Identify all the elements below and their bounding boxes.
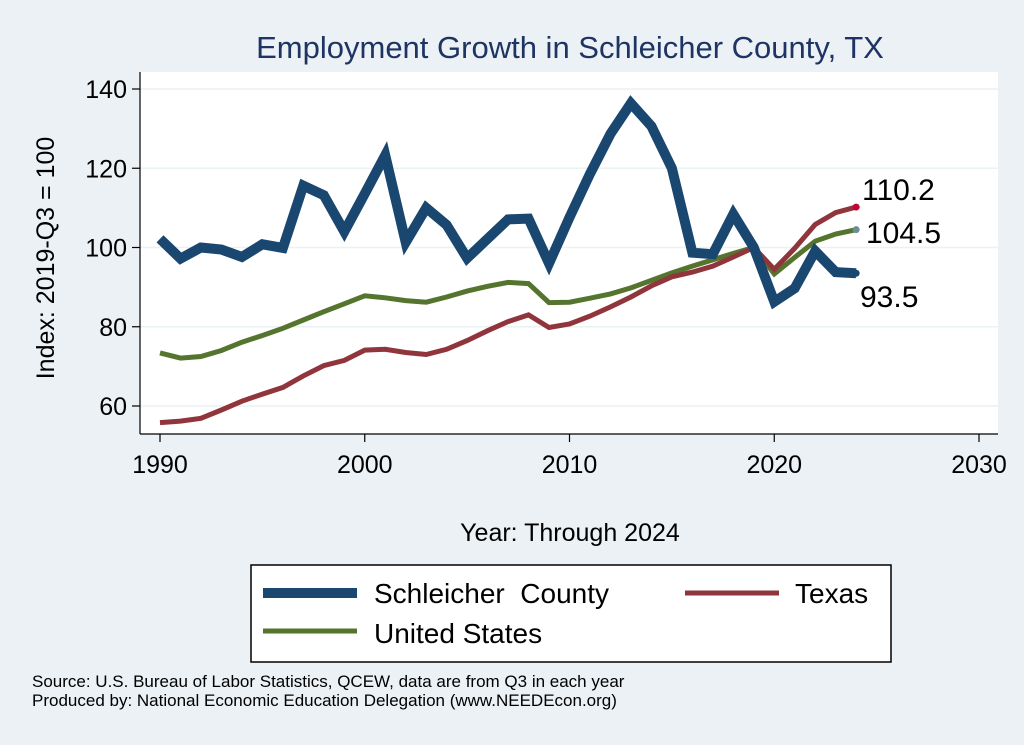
legend: Schleicher County Texas United States [250,564,892,663]
y-axis: 60 80 100 120 140 [85,72,141,434]
x-tick-label: 2000 [337,451,393,479]
x-tick-label: 2020 [746,451,802,479]
y-tick-label: 120 [85,155,127,183]
employment-growth-chart: Employment Growth in Schleicher County, … [32,30,1007,663]
series-line-schleicher-county [156,95,857,310]
x-tick-label: 2010 [542,451,598,479]
legend-label-united-states: United States [374,618,542,649]
end-label-schleicher-county: 93.5 [860,281,918,314]
chart-title: Employment Growth in Schleicher County, … [256,30,884,65]
legend-box [250,564,892,663]
x-axis-label: Year: Through 2024 [460,519,680,547]
y-tick-label: 140 [85,76,127,104]
plot-area [140,72,998,434]
x-axis: 1990 2000 2010 2020 2030 [132,433,1007,479]
end-labels: 93.5 110.2 104.5 [852,174,941,314]
source-note: Source: U.S. Bureau of Labor Statistics,… [32,672,624,710]
end-label-texas: 110.2 [862,174,935,207]
y-axis-label: Index: 2019-Q3 = 100 [32,137,60,380]
x-tick-label: 1990 [132,451,188,479]
legend-label-schleicher: Schleicher County [374,578,609,609]
series-line-texas [159,204,857,426]
series-lines [156,95,857,426]
x-tick-label: 2030 [951,451,1007,479]
producer-line: Produced by: National Economic Education… [32,691,617,710]
source-line: Source: U.S. Bureau of Labor Statistics,… [32,672,625,691]
end-marker [852,269,860,277]
y-tick-label: 100 [85,235,127,263]
end-marker [852,226,860,234]
y-tick-label: 80 [99,314,127,342]
legend-label-texas: Texas [795,578,868,609]
end-marker [852,203,860,211]
end-label-united-states: 104.5 [866,217,941,250]
y-tick-label: 60 [99,393,127,421]
